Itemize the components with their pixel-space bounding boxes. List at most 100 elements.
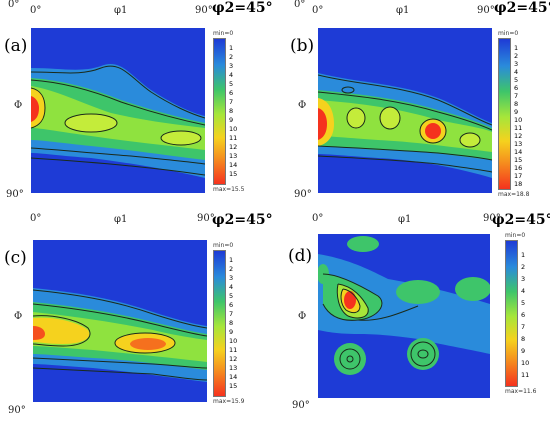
color-scale-max: max=15.5 — [213, 186, 245, 193]
panel-letter: (b) — [290, 36, 315, 56]
color-tick: 4 — [514, 68, 519, 76]
y-axis-bottom-label: 90° — [294, 189, 312, 200]
color-tick: 7 — [229, 310, 234, 318]
color-tick: 18 — [514, 180, 523, 188]
x-axis-end-label: 90° — [477, 5, 495, 16]
color-tick: 14 — [514, 148, 523, 156]
phi2-section-label: φ2=45° — [212, 0, 273, 16]
y-axis-title: Φ — [298, 311, 307, 322]
color-scale-min: min=0 — [213, 242, 234, 249]
x-axis-start-label: 0° — [30, 213, 42, 224]
x-axis-end-label: 90° — [483, 213, 501, 224]
odf-panel-c: 0° φ1 90° (c) Φ 90° φ2=45° min=0 — [0, 210, 275, 420]
odf-panel-b: 0° φ1 90° 0° (b) Φ 90° — [280, 0, 550, 210]
color-tick: 13 — [229, 152, 238, 160]
color-tick: 5 — [229, 80, 234, 88]
color-tick: 6 — [229, 301, 234, 309]
color-tick: 1 — [521, 251, 526, 259]
phi2-section-label: φ2=45° — [212, 212, 273, 228]
y-axis-title: Φ — [14, 311, 23, 322]
color-tick: 9 — [521, 347, 526, 355]
x-axis-title: φ1 — [114, 5, 128, 16]
panel-letter: (c) — [4, 248, 27, 268]
odf-panel-d: 0° φ1 90° (d) Φ 90° — [280, 210, 550, 420]
color-scale-legend: min=0 1 2 3 4 5 6 7 8 9 10 11 max=11.6 — [505, 232, 537, 395]
y-axis-bottom-label: 90° — [8, 405, 26, 416]
color-scale-bar: 1 2 3 4 5 6 7 8 9 10 11 — [505, 240, 529, 387]
color-scale-max: max=11.6 — [505, 388, 537, 395]
color-tick: 11 — [521, 371, 530, 379]
color-tick: 1 — [229, 44, 234, 52]
color-tick: 3 — [229, 62, 234, 70]
y-axis-top-label: 0° — [294, 0, 306, 10]
color-tick: 10 — [229, 337, 238, 345]
color-tick: 8 — [521, 335, 526, 343]
color-tick: 5 — [229, 292, 234, 300]
x-axis-end-label: 90° — [197, 213, 215, 224]
odf-contour-map — [33, 240, 207, 402]
color-tick: 9 — [229, 328, 234, 336]
color-scale-min: min=0 — [505, 232, 526, 239]
color-tick: 15 — [514, 156, 523, 164]
color-tick: 13 — [514, 140, 523, 148]
color-scale-legend: min=0 1 2 3 4 5 6 7 8 9 10 11 12 13 14 1… — [213, 242, 245, 405]
x-axis-title: φ1 — [114, 214, 128, 225]
color-tick: 9 — [514, 108, 519, 116]
color-tick: 8 — [229, 107, 234, 115]
color-tick: 12 — [514, 132, 523, 140]
y-axis-bottom-label: 90° — [6, 189, 24, 200]
color-tick: 7 — [229, 98, 234, 106]
odf-plot — [318, 234, 490, 398]
color-tick: 3 — [229, 274, 234, 282]
color-tick: 14 — [229, 373, 238, 381]
y-axis-bottom-label: 90° — [292, 400, 310, 411]
color-tick: 3 — [521, 275, 526, 283]
color-tick: 11 — [514, 124, 523, 132]
x-axis-title: φ1 — [398, 214, 412, 225]
color-tick: 10 — [514, 116, 523, 124]
color-tick: 9 — [229, 116, 234, 124]
x-axis-start-label: 0° — [30, 5, 42, 16]
phi2-section-label: φ2=45° — [492, 212, 550, 228]
odf-panel-a: 0° φ1 90° 0° (a) Φ 90° φ2=45° — [0, 0, 275, 210]
color-scale-min: min=0 — [498, 30, 519, 37]
color-scale-max: max=15.9 — [213, 398, 245, 405]
color-tick: 17 — [514, 172, 523, 180]
color-tick: 10 — [521, 359, 530, 367]
color-tick: 11 — [229, 134, 238, 142]
color-tick: 8 — [229, 319, 234, 327]
color-tick: 1 — [229, 256, 234, 264]
color-tick: 7 — [514, 92, 519, 100]
phi2-section-label: φ2=45° — [494, 0, 550, 16]
odf-plot — [318, 28, 492, 195]
color-tick: 5 — [514, 76, 519, 84]
color-tick: 2 — [521, 263, 526, 271]
color-scale-bar: 1 2 3 4 5 6 7 8 9 10 11 12 13 14 15 — [213, 38, 237, 185]
color-tick: 12 — [229, 143, 238, 151]
color-scale-legend: min=0 1 2 3 4 5 6 7 8 9 10 11 12 13 14 1… — [213, 30, 245, 193]
color-scale-max: max=18.8 — [498, 191, 530, 198]
x-axis-end-label: 90° — [195, 5, 213, 16]
panel-letter: (a) — [4, 36, 28, 56]
color-tick: 7 — [521, 323, 526, 331]
x-axis-start-label: 0° — [312, 5, 324, 16]
color-tick: 14 — [229, 161, 238, 169]
y-axis-top-label: 0° — [8, 0, 20, 10]
y-axis-title: Φ — [298, 100, 307, 111]
odf-contour-map — [31, 28, 205, 193]
color-tick: 1 — [514, 44, 519, 52]
color-tick: 4 — [229, 283, 234, 291]
color-tick: 6 — [521, 311, 526, 319]
color-tick: 3 — [514, 60, 519, 68]
color-tick: 8 — [514, 100, 519, 108]
color-tick: 16 — [514, 164, 523, 172]
color-tick: 6 — [514, 84, 519, 92]
x-axis-start-label: 0° — [312, 213, 324, 224]
color-tick: 2 — [514, 52, 519, 60]
odf-contour-map — [318, 234, 490, 398]
color-scale-min: min=0 — [213, 30, 234, 37]
panel-letter: (d) — [288, 246, 313, 266]
color-tick: 15 — [229, 382, 238, 390]
y-axis-title: Φ — [14, 100, 23, 111]
color-tick: 5 — [521, 299, 526, 307]
